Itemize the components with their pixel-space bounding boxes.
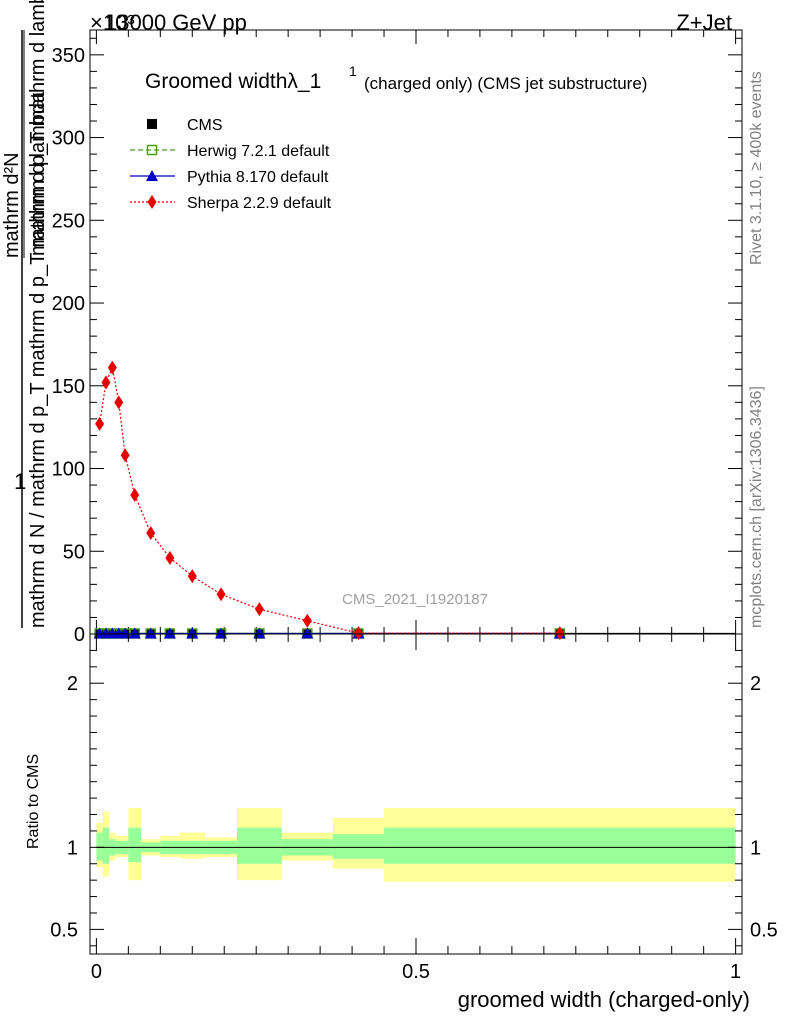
legend-label: Pythia 8.170 default xyxy=(187,169,329,186)
data-point xyxy=(254,602,264,617)
y-tick-label: 50 xyxy=(63,541,85,563)
data-point xyxy=(186,627,199,639)
ratio-plot-frame xyxy=(89,633,743,955)
process-label: 13000 GeV pp xyxy=(105,10,247,35)
ylabel-denominator: mathrm d N / mathrm d p_T mathrm d p_T m… xyxy=(27,91,49,628)
main-axes: 0 50 100 150 200 250 300 350 xyxy=(52,30,742,646)
stat-uncertainty-band xyxy=(332,834,385,859)
rivet-label: Rivet 3.1.10, ≥ 400k events xyxy=(748,71,765,265)
legend-marker xyxy=(147,195,157,209)
ratio-y-tick-label-right: 2 xyxy=(750,673,761,695)
ratio-y-tick-label: 2 xyxy=(67,673,78,695)
ratio-bands xyxy=(96,807,736,882)
legend: CMS Herwig 7.2.1 default Pythia 8.170 defa… xyxy=(130,117,332,212)
ratio-ylabel: Ratio to CMS xyxy=(25,754,42,849)
data-point xyxy=(555,626,565,641)
legend-label: Sherpa 2.2.9 default xyxy=(187,195,332,212)
y-tick-label: 300 xyxy=(52,128,85,150)
data-point xyxy=(120,448,130,463)
plot-title: Groomed widthλ_1 1 (charged only) (CMS j… xyxy=(145,63,647,93)
stat-uncertainty-band xyxy=(237,827,282,864)
stat-uncertainty-band xyxy=(128,827,142,863)
ratio-y-tick-label-right: 1 xyxy=(750,837,761,859)
data-point xyxy=(130,487,140,502)
legend-marker xyxy=(146,170,158,181)
data-point xyxy=(187,569,197,584)
data-point xyxy=(101,375,111,390)
legend-marker xyxy=(147,119,157,129)
data-point xyxy=(353,626,363,641)
analysis-watermark: CMS_2021_I1920187 xyxy=(342,591,488,608)
y-tick-label: 250 xyxy=(52,210,85,232)
y-tick-label: 350 xyxy=(52,45,85,67)
data-point xyxy=(107,360,117,375)
mcplots-label: mcplots.cern.ch [arXiv:1306.3436] xyxy=(748,386,765,628)
data-point xyxy=(144,627,157,639)
y-exponent-label: ×10³ xyxy=(90,10,135,35)
xlabel: groomed width (charged-only) xyxy=(458,987,750,1012)
ratio-y-tick-label-right: 0.5 xyxy=(750,919,778,941)
data-point xyxy=(216,587,226,602)
x-tick-label: 1 xyxy=(730,961,741,983)
legend-marker xyxy=(146,144,158,156)
ylabel-upper-numerator: mathrm d²N xyxy=(1,152,23,258)
y-tick-label: 150 xyxy=(52,376,85,398)
data-point xyxy=(114,395,124,410)
y-tick-label: 0 xyxy=(74,624,85,646)
title-superscript: 1 xyxy=(349,63,357,79)
x-tick-label: 0.5 xyxy=(402,961,430,983)
legend-label: Herwig 7.2.1 default xyxy=(187,143,330,160)
data-point xyxy=(146,526,156,541)
title-suffix: (charged only) (CMS jet substructure) xyxy=(364,74,647,93)
stat-uncertainty-band xyxy=(384,827,736,864)
data-point xyxy=(302,613,312,628)
data-point xyxy=(163,627,176,639)
data-point xyxy=(165,550,175,565)
y-tick-label: 200 xyxy=(52,293,85,315)
ratio-y-tick-label: 0.5 xyxy=(50,919,78,941)
ylabel-upper-denominator: mathrm d p_T mathrm d lambda xyxy=(27,0,49,256)
legend-label: CMS xyxy=(187,117,223,134)
title-text: Groomed widthλ_1 xyxy=(145,70,321,93)
y-tick-label: 100 xyxy=(52,459,85,481)
stat-uncertainty-band xyxy=(96,832,103,861)
series-line xyxy=(98,365,560,634)
ratio-axes: 0.5 0.5 1 1 2 2 0 0.5 1 xyxy=(50,634,778,983)
stat-uncertainty-band xyxy=(102,827,110,864)
data-point xyxy=(301,627,314,639)
main-ylabel: 1 mathrm d N / mathrm d p_T mathrm d p_T… xyxy=(1,0,49,628)
ylabel-numerator: 1 xyxy=(14,469,26,494)
ratio-y-tick-label: 1 xyxy=(67,837,78,859)
x-tick-label: 0 xyxy=(91,961,102,983)
data-point xyxy=(95,416,105,431)
data-point xyxy=(128,627,141,639)
final-state-label: Z+Jet xyxy=(676,10,732,35)
